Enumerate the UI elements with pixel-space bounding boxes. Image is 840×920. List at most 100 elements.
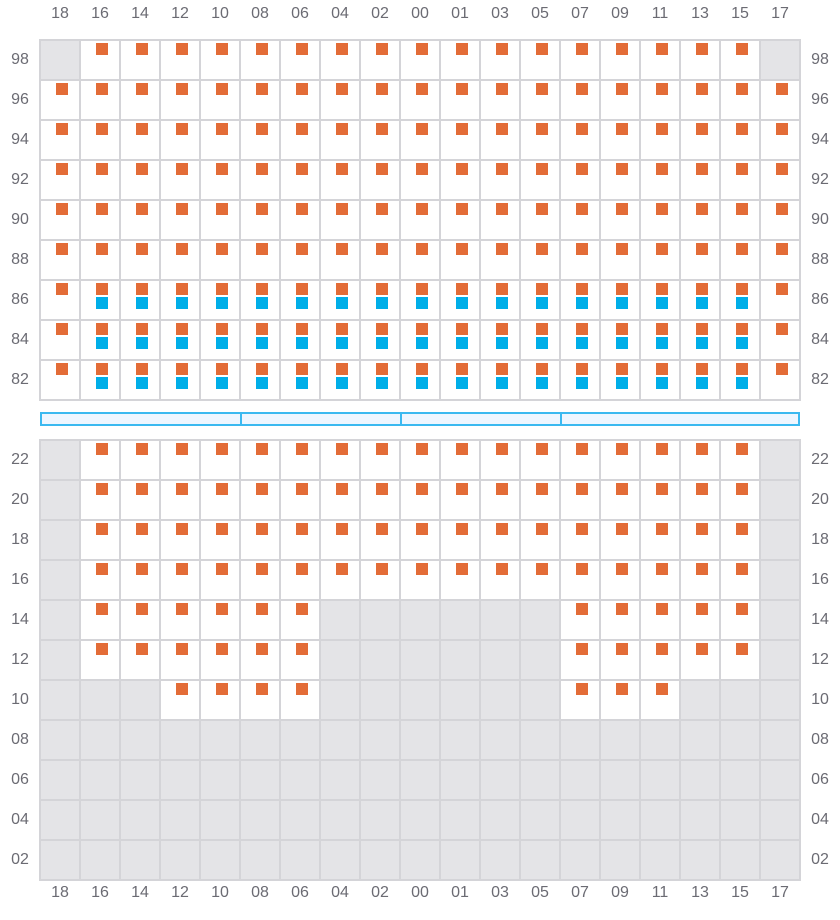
slot-cell[interactable] (200, 440, 240, 480)
slot-cell[interactable] (560, 40, 600, 80)
slot-cell[interactable] (600, 640, 640, 680)
slot-cell[interactable] (280, 240, 320, 280)
slot-cell[interactable] (160, 560, 200, 600)
slot-cell[interactable] (640, 200, 680, 240)
slot-cell[interactable] (120, 640, 160, 680)
slot-cell[interactable] (360, 520, 400, 560)
slot-cell[interactable] (680, 360, 720, 400)
slot-cell[interactable] (240, 280, 280, 320)
slot-cell[interactable] (480, 240, 520, 280)
slot-cell[interactable] (120, 560, 160, 600)
slot-cell[interactable] (720, 160, 760, 200)
slot-cell[interactable] (80, 120, 120, 160)
slot-cell[interactable] (360, 320, 400, 360)
slot-cell[interactable] (80, 200, 120, 240)
slot-cell[interactable] (120, 120, 160, 160)
slot-cell[interactable] (560, 160, 600, 200)
slot-cell[interactable] (520, 160, 560, 200)
slot-cell[interactable] (480, 280, 520, 320)
slot-cell[interactable] (600, 200, 640, 240)
divider-segment[interactable] (400, 412, 562, 426)
slot-cell[interactable] (680, 160, 720, 200)
slot-cell[interactable] (720, 320, 760, 360)
slot-cell[interactable] (640, 440, 680, 480)
slot-cell[interactable] (600, 320, 640, 360)
slot-cell[interactable] (760, 360, 800, 400)
slot-cell[interactable] (240, 480, 280, 520)
slot-cell[interactable] (120, 160, 160, 200)
slot-cell[interactable] (760, 200, 800, 240)
slot-cell[interactable] (320, 40, 360, 80)
slot-cell[interactable] (480, 80, 520, 120)
slot-cell[interactable] (560, 200, 600, 240)
slot-cell[interactable] (440, 200, 480, 240)
slot-cell[interactable] (560, 360, 600, 400)
slot-cell[interactable] (520, 200, 560, 240)
slot-cell[interactable] (440, 80, 480, 120)
slot-cell[interactable] (600, 440, 640, 480)
slot-cell[interactable] (80, 560, 120, 600)
slot-cell[interactable] (640, 360, 680, 400)
slot-cell[interactable] (680, 320, 720, 360)
slot-cell[interactable] (400, 480, 440, 520)
slot-cell[interactable] (720, 480, 760, 520)
slot-cell[interactable] (320, 280, 360, 320)
slot-cell[interactable] (280, 360, 320, 400)
slot-cell[interactable] (200, 40, 240, 80)
slot-cell[interactable] (360, 120, 400, 160)
slot-cell[interactable] (120, 280, 160, 320)
slot-cell[interactable] (720, 640, 760, 680)
slot-cell[interactable] (240, 600, 280, 640)
slot-cell[interactable] (560, 680, 600, 720)
slot-cell[interactable] (120, 520, 160, 560)
slot-cell[interactable] (40, 360, 80, 400)
slot-cell[interactable] (560, 560, 600, 600)
slot-cell[interactable] (160, 480, 200, 520)
slot-cell[interactable] (400, 80, 440, 120)
slot-cell[interactable] (480, 200, 520, 240)
slot-cell[interactable] (440, 320, 480, 360)
slot-cell[interactable] (560, 240, 600, 280)
slot-cell[interactable] (760, 320, 800, 360)
slot-cell[interactable] (160, 160, 200, 200)
slot-cell[interactable] (80, 240, 120, 280)
slot-cell[interactable] (680, 120, 720, 160)
slot-cell[interactable] (320, 360, 360, 400)
slot-cell[interactable] (480, 320, 520, 360)
slot-cell[interactable] (280, 320, 320, 360)
slot-cell[interactable] (80, 80, 120, 120)
slot-cell[interactable] (720, 600, 760, 640)
slot-cell[interactable] (80, 160, 120, 200)
slot-cell[interactable] (480, 40, 520, 80)
slot-cell[interactable] (440, 120, 480, 160)
slot-cell[interactable] (640, 160, 680, 200)
slot-cell[interactable] (240, 80, 280, 120)
slot-cell[interactable] (80, 600, 120, 640)
slot-cell[interactable] (320, 480, 360, 520)
slot-cell[interactable] (600, 360, 640, 400)
slot-cell[interactable] (240, 320, 280, 360)
slot-cell[interactable] (200, 200, 240, 240)
slot-cell[interactable] (640, 320, 680, 360)
slot-cell[interactable] (520, 320, 560, 360)
slot-cell[interactable] (760, 120, 800, 160)
slot-cell[interactable] (360, 80, 400, 120)
slot-cell[interactable] (480, 360, 520, 400)
slot-cell[interactable] (240, 120, 280, 160)
slot-cell[interactable] (480, 560, 520, 600)
slot-cell[interactable] (320, 440, 360, 480)
slot-cell[interactable] (440, 160, 480, 200)
slot-cell[interactable] (560, 80, 600, 120)
slot-cell[interactable] (360, 560, 400, 600)
slot-cell[interactable] (120, 440, 160, 480)
slot-cell[interactable] (560, 120, 600, 160)
slot-cell[interactable] (600, 280, 640, 320)
slot-cell[interactable] (80, 640, 120, 680)
slot-cell[interactable] (680, 640, 720, 680)
slot-cell[interactable] (360, 40, 400, 80)
slot-cell[interactable] (240, 680, 280, 720)
slot-cell[interactable] (600, 160, 640, 200)
slot-cell[interactable] (640, 40, 680, 80)
slot-cell[interactable] (440, 360, 480, 400)
slot-cell[interactable] (160, 40, 200, 80)
